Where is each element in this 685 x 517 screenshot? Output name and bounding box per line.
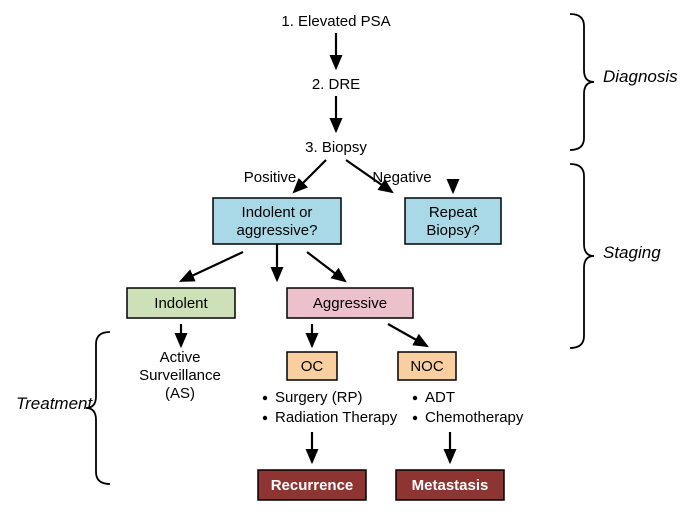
node-positive: Positive [244,169,297,186]
bullets-oc: Surgery (RP) Radiation Therapy [263,389,398,426]
svg-text:Radiation Therapy: Radiation Therapy [275,409,398,426]
svg-text:Indolent or: Indolent or [242,204,313,221]
svg-text:aggressive?: aggressive? [237,222,318,239]
svg-text:ADT: ADT [425,389,455,406]
brace-diagnosis [570,14,594,150]
svg-text:Surveillance: Surveillance [139,367,221,384]
brace-staging [570,164,594,348]
svg-text:OC: OC [301,358,324,375]
svg-text:Repeat: Repeat [429,204,478,221]
svg-text:Chemotherapy: Chemotherapy [425,409,524,426]
node-noc: NOC [398,352,456,380]
node-aggressive: Aggressive [287,288,413,318]
phase-diagnosis: Diagnosis [603,67,678,86]
node-repeat: RepeatBiopsy? [405,198,501,244]
node-question: Indolent oraggressive? [213,198,341,244]
node-indolent: Indolent [127,288,235,318]
node-psa: 1. Elevated PSA [281,13,390,30]
phase-treatment: Treatment [16,394,93,413]
svg-text:Aggressive: Aggressive [313,295,387,312]
svg-text:NOC: NOC [410,358,444,375]
node-metastasis: Metastasis [396,470,504,500]
phase-staging: Staging [603,243,661,262]
svg-text:(AS): (AS) [165,385,195,402]
svg-text:Indolent: Indolent [154,295,208,312]
bullets-noc: ADT Chemotherapy [413,389,524,426]
node-as: ActiveSurveillance(AS) [139,349,221,402]
svg-text:Recurrence: Recurrence [271,477,354,494]
svg-text:Surgery (RP): Surgery (RP) [275,389,363,406]
svg-text:Active: Active [160,349,201,366]
node-oc: OC [287,352,337,380]
node-dre: 2. DRE [312,76,360,93]
node-biopsy: 3. Biopsy [305,139,367,156]
node-recurrence: Recurrence [258,470,366,500]
svg-text:Metastasis: Metastasis [412,477,489,494]
svg-text:Biopsy?: Biopsy? [426,222,479,239]
node-negative: Negative [372,169,431,186]
